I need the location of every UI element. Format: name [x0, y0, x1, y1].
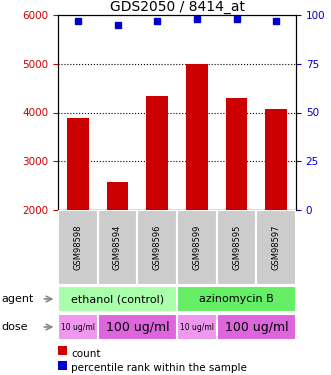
Text: percentile rank within the sample: percentile rank within the sample: [71, 363, 247, 373]
Bar: [98, 210, 137, 285]
Text: 100 ug/ml: 100 ug/ml: [224, 321, 288, 333]
Bar: [177, 210, 217, 285]
Bar: [98, 314, 177, 340]
Bar: [58, 314, 98, 340]
Bar: [146, 96, 168, 210]
Bar: [58, 210, 98, 285]
Bar: [58, 361, 67, 370]
Bar: [177, 314, 217, 340]
Text: 10 ug/ml: 10 ug/ml: [180, 322, 214, 332]
Bar: [137, 210, 177, 285]
Text: 10 ug/ml: 10 ug/ml: [61, 322, 95, 332]
Text: GSM98594: GSM98594: [113, 225, 122, 270]
Bar: [217, 314, 296, 340]
Title: GDS2050 / 8414_at: GDS2050 / 8414_at: [110, 0, 245, 14]
Bar: [107, 182, 128, 210]
Text: dose: dose: [2, 322, 28, 332]
Text: agent: agent: [2, 294, 34, 304]
Bar: [186, 64, 208, 210]
Text: GSM98595: GSM98595: [232, 225, 241, 270]
Bar: [265, 109, 287, 210]
Bar: [67, 118, 89, 210]
Text: GSM98596: GSM98596: [153, 225, 162, 270]
Bar: [58, 286, 177, 312]
Text: GSM98599: GSM98599: [192, 225, 201, 270]
Text: GSM98597: GSM98597: [272, 225, 281, 270]
Text: azinomycin B: azinomycin B: [199, 294, 274, 304]
Bar: [177, 286, 296, 312]
Bar: [226, 98, 247, 210]
Text: ethanol (control): ethanol (control): [71, 294, 164, 304]
Text: 100 ug/ml: 100 ug/ml: [106, 321, 169, 333]
Bar: [217, 210, 256, 285]
Bar: [58, 346, 67, 355]
Text: count: count: [71, 349, 101, 358]
Bar: [256, 210, 296, 285]
Text: GSM98598: GSM98598: [73, 225, 82, 270]
